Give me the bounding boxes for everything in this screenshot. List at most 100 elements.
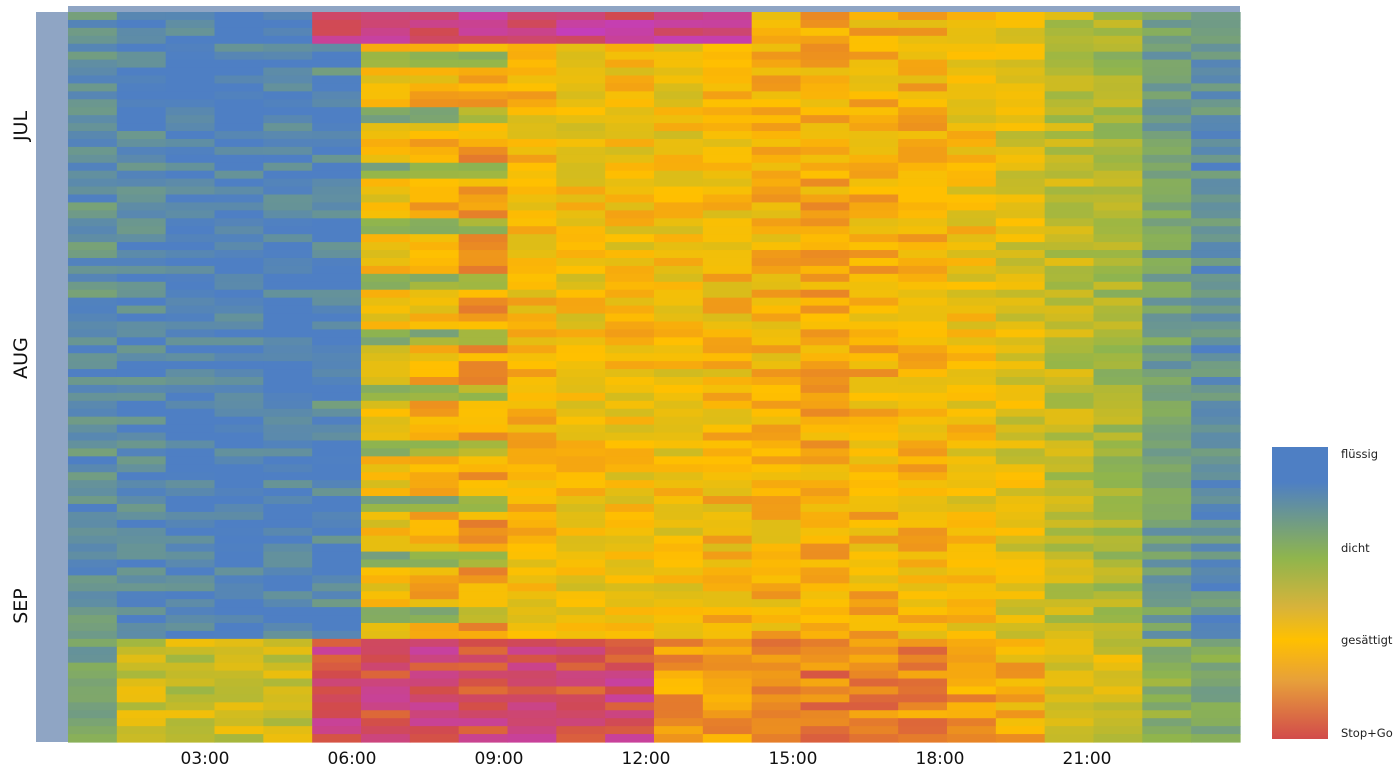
heatmap-cell — [263, 694, 313, 703]
heatmap-cell — [995, 718, 1046, 727]
heatmap-cell — [849, 575, 899, 584]
heatmap-cell — [263, 226, 313, 235]
heatmap-cell — [116, 305, 167, 315]
heatmap-cell — [702, 107, 753, 116]
heatmap-cell — [507, 480, 557, 489]
heatmap-cell — [263, 250, 313, 259]
heatmap-cell — [214, 472, 264, 481]
heatmap-cell — [458, 361, 509, 370]
heatmap-cell — [1142, 638, 1192, 648]
heatmap-cell — [361, 543, 411, 553]
heatmap-cell — [165, 162, 216, 172]
heatmap-cell — [947, 19, 997, 29]
heatmap-cell — [947, 496, 997, 505]
heatmap-cell — [898, 503, 948, 513]
heatmap-cell — [605, 567, 655, 576]
heatmap-cell — [263, 599, 313, 608]
heatmap-cell — [556, 384, 606, 394]
heatmap-cell — [116, 646, 167, 656]
heatmap-cell — [361, 710, 411, 719]
heatmap-cell — [947, 718, 997, 727]
heatmap-cell — [947, 226, 997, 235]
heatmap-cell — [849, 83, 899, 92]
heatmap-cell — [751, 646, 802, 656]
heatmap-cell — [68, 400, 118, 410]
heatmap-cell — [702, 83, 753, 92]
heatmap-cell — [1093, 27, 1143, 37]
heatmap-cell — [1093, 734, 1143, 743]
heatmap-cell — [214, 622, 264, 632]
heatmap-cell — [1142, 115, 1192, 124]
heatmap-cell — [751, 726, 802, 735]
heatmap-cell — [947, 75, 997, 85]
heatmap-cell — [68, 178, 118, 188]
heatmap-cell — [898, 281, 948, 291]
heatmap-cell — [995, 503, 1046, 513]
heatmap-cell — [1093, 527, 1143, 537]
heatmap-cell — [165, 75, 216, 85]
heatmap-cell — [1044, 527, 1095, 537]
heatmap-cell — [556, 440, 606, 450]
heatmap-cell — [849, 115, 899, 124]
heatmap-cell — [312, 265, 362, 275]
heatmap-cell — [165, 265, 216, 275]
heatmap-cell — [654, 210, 704, 219]
heatmap-cell — [1191, 59, 1241, 69]
heatmap-cell — [361, 654, 411, 664]
heatmap-cell — [556, 694, 606, 703]
heatmap-cell — [409, 329, 460, 338]
heatmap-cell — [800, 551, 850, 561]
heatmap-cell — [361, 615, 411, 624]
heatmap-cell — [556, 456, 606, 465]
heatmap-cell — [507, 488, 557, 497]
heatmap-cell — [116, 170, 167, 180]
heatmap-cell — [751, 551, 802, 561]
heatmap-cell — [312, 91, 362, 100]
heatmap-cell — [1044, 638, 1095, 648]
heatmap-cell — [458, 107, 509, 116]
heatmap-cell — [995, 297, 1046, 307]
heatmap-cell — [605, 535, 655, 545]
heatmap-cell — [68, 154, 118, 164]
heatmap-cell — [556, 218, 606, 227]
heatmap-cell — [556, 591, 606, 600]
heatmap-cell — [116, 361, 167, 370]
heatmap-cell — [995, 250, 1046, 259]
heatmap-cell — [507, 408, 557, 418]
heatmap-cell — [507, 400, 557, 410]
heatmap-cell — [947, 297, 997, 307]
heatmap-cell — [68, 638, 118, 648]
heatmap-cell — [751, 123, 802, 132]
heatmap-cell — [849, 432, 899, 442]
heatmap-cell — [312, 591, 362, 600]
heatmap-cell — [116, 91, 167, 100]
heatmap-cell — [751, 615, 802, 624]
heatmap-cell — [361, 27, 411, 37]
heatmap-cell — [702, 170, 753, 180]
heatmap-cell — [702, 424, 753, 434]
heatmap-cell — [556, 646, 606, 656]
heatmap-cell — [312, 726, 362, 735]
heatmap-cell — [605, 353, 655, 362]
heatmap-cell — [116, 273, 167, 283]
heatmap-cell — [458, 99, 509, 108]
heatmap-cell — [654, 694, 704, 703]
heatmap-cell — [898, 472, 948, 481]
heatmap-cell — [702, 226, 753, 235]
heatmap-cell — [702, 27, 753, 37]
heatmap-cell — [556, 432, 606, 442]
heatmap-cell — [654, 43, 704, 53]
heatmap-cell — [556, 257, 606, 267]
heatmap-cell — [1044, 242, 1095, 251]
heatmap-cell — [995, 575, 1046, 584]
heatmap-cell — [751, 194, 802, 204]
heatmap-cell — [116, 416, 167, 426]
heatmap-cell — [995, 91, 1046, 100]
heatmap-cell — [68, 281, 118, 291]
heatmap-cell — [507, 361, 557, 370]
heatmap-cell — [68, 424, 118, 434]
heatmap-cell — [1093, 75, 1143, 85]
heatmap-cell — [1093, 408, 1143, 418]
heatmap-cell — [1191, 35, 1241, 45]
heatmap-cell — [458, 718, 509, 727]
